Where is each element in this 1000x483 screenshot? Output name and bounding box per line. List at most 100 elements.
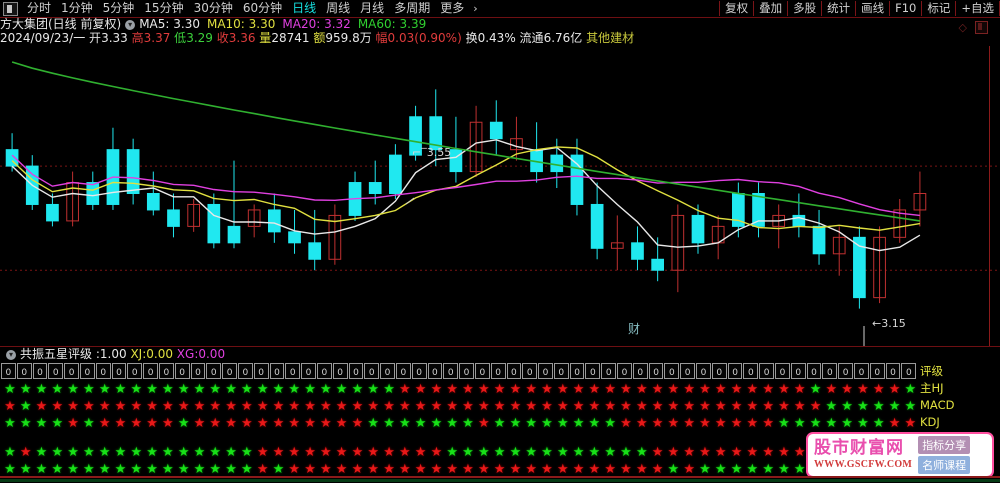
star-icon: ★: [193, 399, 206, 414]
toolbar-button-4[interactable]: 画线: [855, 1, 891, 16]
watermark-tag-course[interactable]: 名师课程: [918, 456, 971, 474]
star-icon: ★: [162, 382, 174, 397]
toolbar-button-0[interactable]: 复权: [719, 1, 755, 16]
star-icon: ★: [793, 399, 806, 414]
rating-box: 0: [775, 363, 790, 379]
star-icon: ★: [35, 399, 48, 414]
star-icon: ★: [383, 399, 395, 414]
window-icon-chart[interactable]: [975, 21, 988, 34]
toolbar-button-6[interactable]: 标记: [921, 1, 957, 16]
star-icon: ★: [651, 399, 664, 414]
star-icon: ★: [493, 399, 506, 414]
star-icon: ★: [130, 399, 143, 414]
diamond-icon[interactable]: ◇: [958, 21, 967, 34]
period-tab-8[interactable]: 月线: [360, 1, 385, 15]
candlestick-svg: [0, 61, 1000, 346]
toolbar-button-2[interactable]: 多股: [787, 1, 823, 16]
star-icon: ★: [746, 416, 759, 431]
star-icon: ★: [367, 445, 380, 460]
rating-box-value: 0: [669, 368, 675, 378]
star-icon: ★: [493, 382, 506, 397]
star-icon: ★: [414, 445, 427, 460]
star-icon: ★: [320, 445, 332, 460]
star-icon: ★: [67, 399, 79, 414]
indicator-value: 1.00: [99, 347, 127, 361]
period-tab-9[interactable]: 多周期: [394, 1, 431, 15]
rating-box: 0: [790, 363, 806, 379]
star-icon: ★: [462, 416, 474, 431]
indicator-collapse-icon[interactable]: ▾: [6, 350, 16, 360]
star-icon: ★: [383, 382, 395, 397]
site-watermark: 股市财富网 WWW.GSCFW.COM 指标分享 名师课程: [806, 432, 994, 478]
star-icon: ★: [162, 399, 174, 414]
star-icon: ★: [146, 445, 158, 460]
rating-box: 0: [332, 363, 348, 379]
star-icon: ★: [683, 416, 695, 431]
rating-box-value: 0: [163, 368, 170, 378]
toolbar-button-5[interactable]: F10: [889, 1, 923, 16]
star-icon: ★: [4, 445, 16, 460]
star-icon: ★: [872, 382, 885, 397]
toolbar-button-1[interactable]: 叠加: [753, 1, 789, 16]
star-icon: ★: [651, 462, 664, 477]
rating-box-value: 0: [526, 368, 533, 378]
star-icon: ★: [83, 462, 95, 477]
star-icon: ★: [509, 399, 522, 414]
star-icon: ★: [762, 399, 774, 414]
star-icon: ★: [414, 382, 427, 397]
rating-box-value: 0: [747, 368, 754, 378]
star-icon: ★: [588, 462, 601, 477]
period-tab-3[interactable]: 15分钟: [144, 1, 184, 15]
star-icon: ★: [320, 382, 332, 397]
star-icon: ★: [430, 382, 443, 397]
star-icon: ★: [35, 382, 48, 397]
period-tab-7[interactable]: 周线: [326, 1, 351, 15]
star-icon: ★: [699, 382, 711, 397]
watermark-brand-cn: 股市财富网: [814, 438, 904, 458]
toolbar-actions: 复权 叠加 多股 统计 画线 F10 标记 +自选: [719, 0, 1000, 17]
window-icon[interactable]: [3, 1, 18, 16]
star-icon: ★: [51, 416, 64, 431]
star-icon: ★: [335, 382, 348, 397]
rating-box: 0: [617, 363, 632, 379]
collapse-icon[interactable]: ▾: [125, 20, 136, 30]
rating-box: 0: [806, 363, 822, 379]
period-tab-6[interactable]: 日线: [292, 1, 317, 15]
rating-box: 0: [427, 363, 443, 379]
period-tab-5[interactable]: 60分钟: [242, 1, 283, 15]
period-tab-0[interactable]: 分时: [27, 1, 52, 15]
period-tab-2[interactable]: 5分钟: [102, 1, 135, 15]
rating-box: 0: [48, 363, 64, 379]
rating-box-value: 0: [826, 368, 833, 378]
rating-box: 0: [822, 363, 838, 379]
star-icon: ★: [809, 382, 822, 397]
star-icon: ★: [98, 445, 111, 460]
period-tab-4[interactable]: 30分钟: [193, 1, 233, 15]
turnover-value: 0.43%: [477, 31, 516, 45]
period-tab-1[interactable]: 1分钟: [61, 1, 93, 15]
indicator-title[interactable]: 共振五星评级: [20, 347, 93, 361]
xj-value: 0.00: [146, 347, 173, 361]
star-icon: ★: [114, 462, 127, 477]
label-hj: 主HJ: [920, 381, 944, 395]
rating-box-value: 0: [210, 368, 217, 378]
star-icon: ★: [398, 399, 411, 414]
high-value: 3.37: [143, 31, 171, 45]
watermark-tag-share[interactable]: 指标分享: [918, 436, 971, 454]
stock-name-label[interactable]: 方大集团(日线 前复权): [0, 17, 122, 31]
star-icon: ★: [477, 462, 490, 477]
star-icon: ★: [177, 416, 190, 431]
chevron-right-icon[interactable]: ›: [473, 2, 478, 15]
star-icon: ★: [872, 399, 885, 414]
sector-label[interactable]: 其他建材: [586, 31, 635, 45]
toolbar-button-7[interactable]: +自选: [955, 1, 1000, 16]
rating-box-value: 0: [463, 368, 470, 378]
star-icon: ★: [746, 462, 759, 477]
star-icon: ★: [256, 382, 269, 397]
candlestick-chart[interactable]: [0, 46, 1000, 346]
star-icon: ★: [699, 416, 711, 431]
rating-box-value: 0: [368, 368, 375, 378]
toolbar-button-3[interactable]: 统计: [821, 1, 857, 16]
period-tab-10[interactable]: 更多: [440, 1, 465, 15]
